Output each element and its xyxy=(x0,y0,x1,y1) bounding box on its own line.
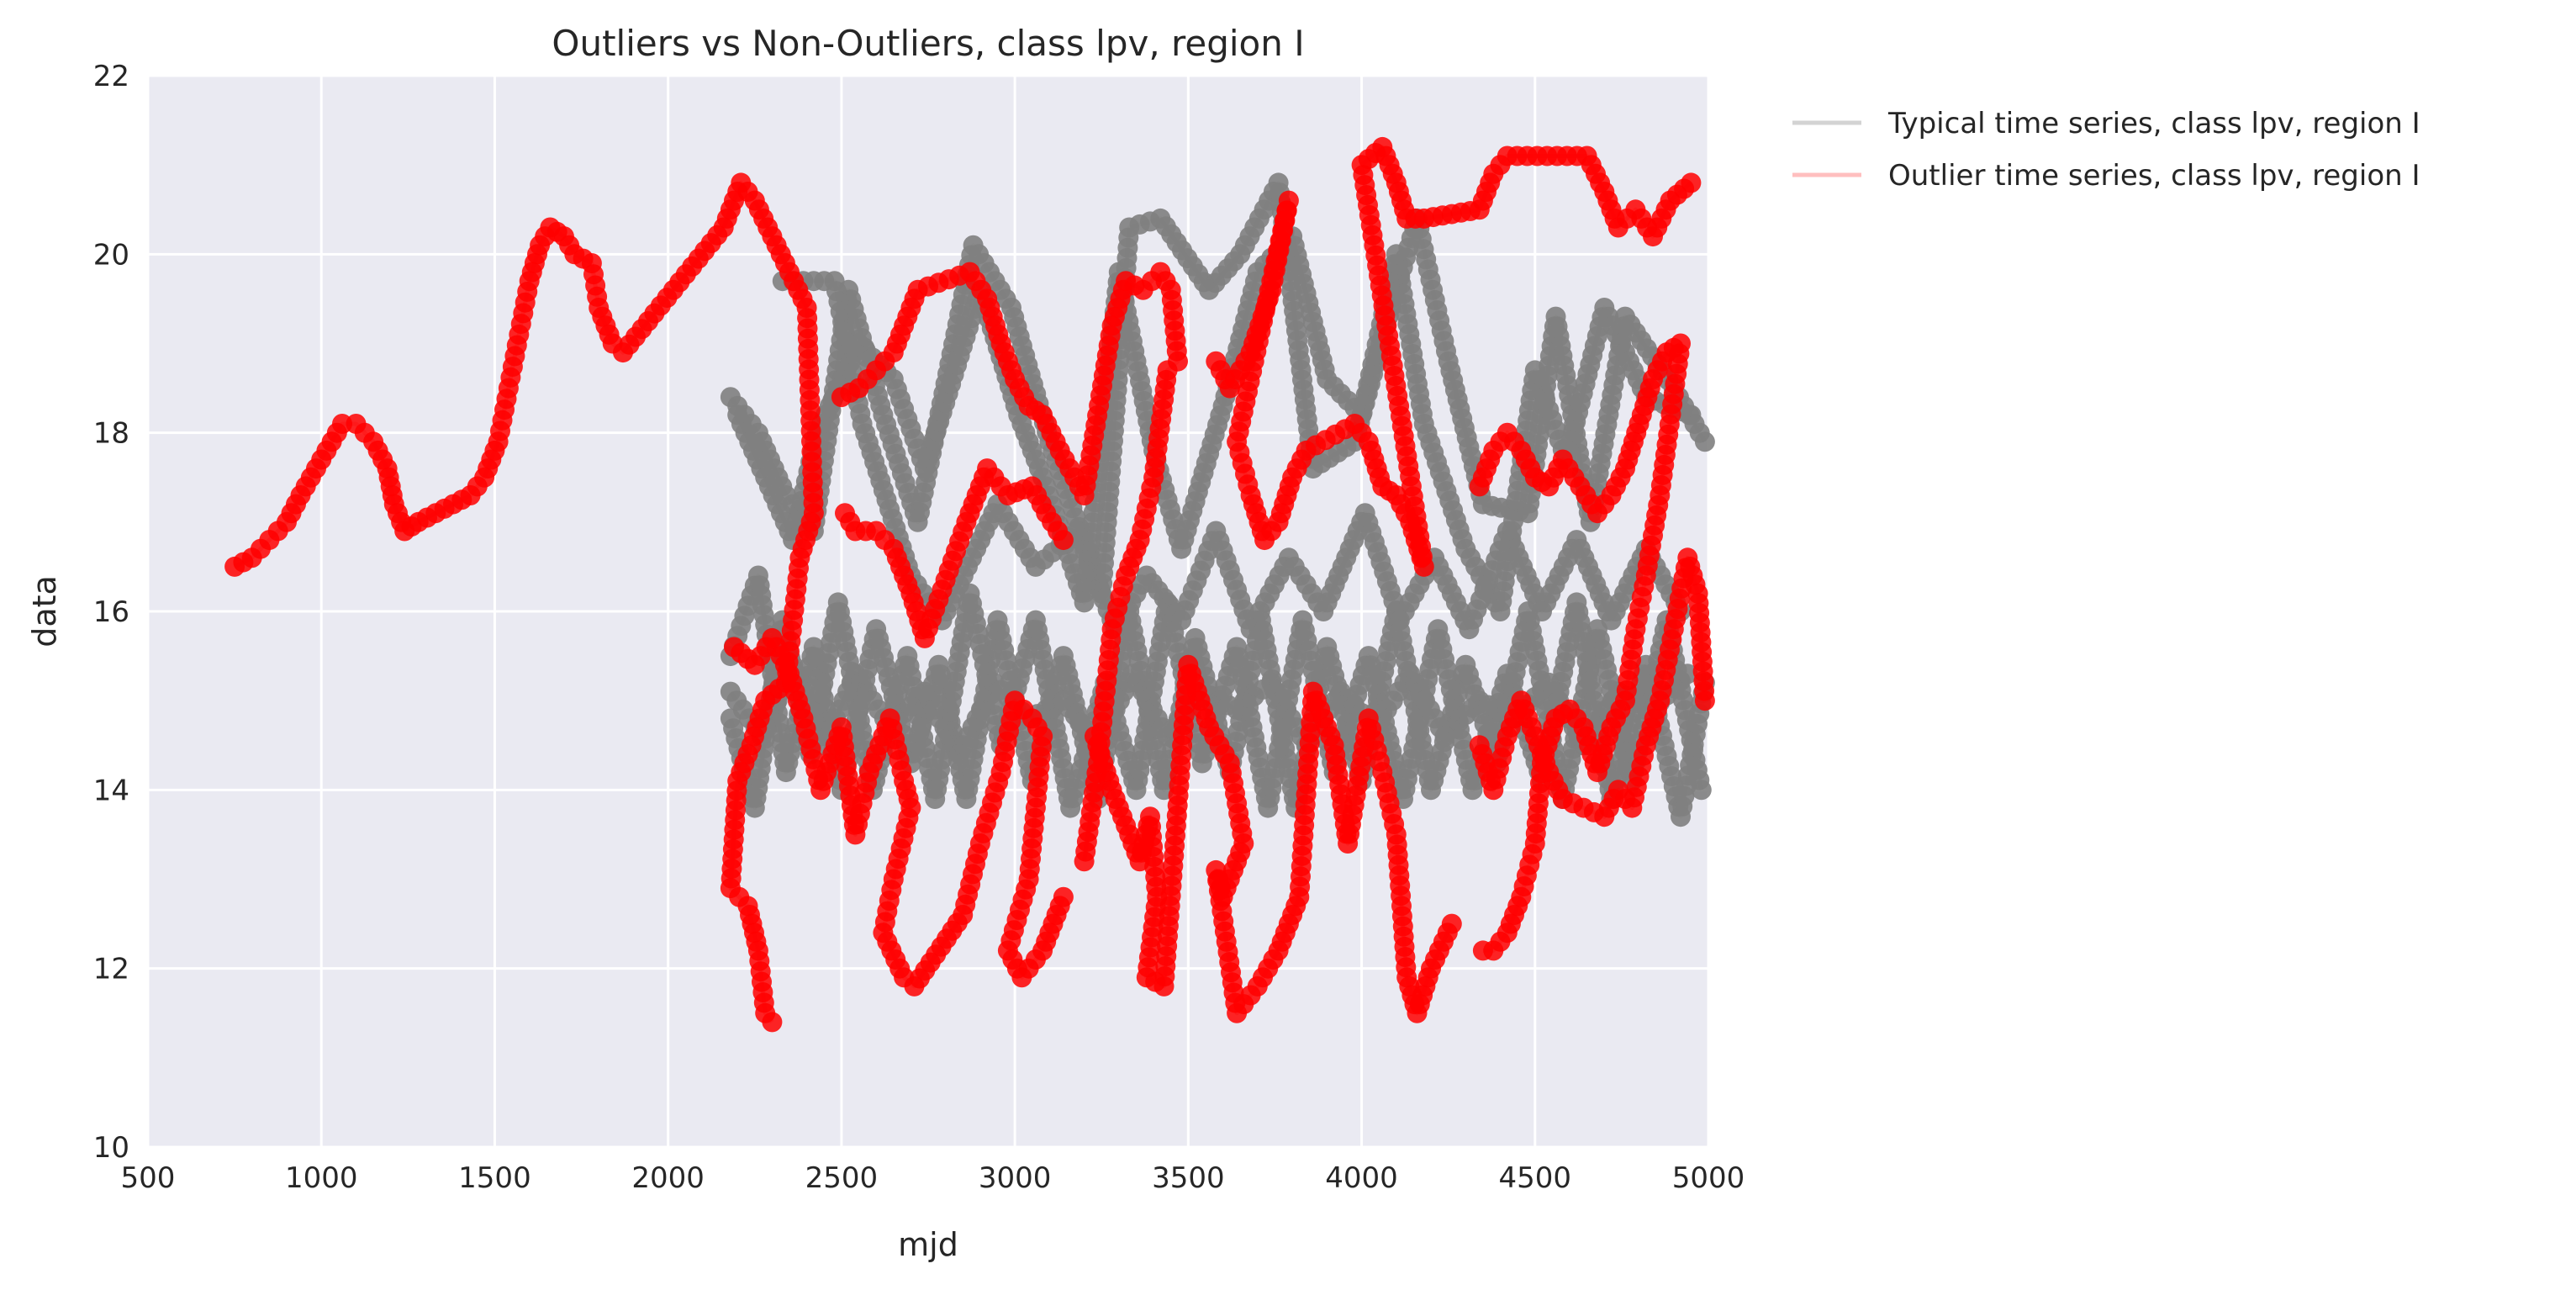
x-tick-label: 1000 xyxy=(285,1161,358,1195)
x-tick-label: 3000 xyxy=(979,1161,1052,1195)
x-tick-label: 3500 xyxy=(1152,1161,1225,1195)
y-tick-label: 22 xyxy=(93,60,129,93)
typical-data-point xyxy=(1677,664,1698,685)
y-tick-label: 14 xyxy=(93,774,129,807)
x-tick-label: 1500 xyxy=(458,1161,531,1195)
outlier-data-point xyxy=(1694,690,1715,711)
outlier-data-point xyxy=(1472,940,1493,961)
x-tick-label: 4500 xyxy=(1499,1161,1572,1195)
outlier-data-point xyxy=(1053,886,1074,907)
x-tick-label: 2500 xyxy=(805,1161,879,1195)
x-tick-label: 5000 xyxy=(1672,1161,1745,1195)
y-tick-label: 10 xyxy=(93,1131,129,1165)
typical-data-point xyxy=(1681,404,1702,426)
chart-title: Outliers vs Non-Outliers, class lpv, reg… xyxy=(552,23,1304,64)
x-tick-label: 4000 xyxy=(1325,1161,1398,1195)
outlier-data-point xyxy=(1441,913,1462,934)
y-tick-label: 20 xyxy=(93,238,129,272)
y-tick-labels: 10 12 14 16 18 20 22 xyxy=(93,60,129,1165)
x-tick-label: 2000 xyxy=(631,1161,705,1195)
y-tick-label: 16 xyxy=(93,595,129,629)
legend: Typical time series, class lpv, region I… xyxy=(1792,107,2420,193)
typical-data-point xyxy=(1691,780,1712,801)
outlier-data-point xyxy=(332,414,352,434)
outlier-data-point xyxy=(1681,172,1702,193)
x-axis-label: mjd xyxy=(898,1226,958,1263)
x-tick-label: 500 xyxy=(121,1161,176,1195)
series-outlier xyxy=(224,136,1715,1033)
x-tick-labels: 500 1000 1500 2000 2500 3000 3500 4000 4500 5000 xyxy=(121,1161,1745,1195)
outlier-data-point xyxy=(1053,530,1074,551)
y-tick-label: 18 xyxy=(93,417,129,451)
legend-label-typical: Typical time series, class lpv, region I xyxy=(1887,107,2420,140)
outlier-data-point xyxy=(762,1012,783,1033)
y-axis-label: data xyxy=(26,575,63,648)
y-tick-label: 12 xyxy=(93,953,129,986)
outlier-data-point xyxy=(1074,851,1095,872)
typical-data-point xyxy=(1694,431,1715,452)
legend-label-outlier: Outlier time series, class lpv, region I xyxy=(1888,159,2420,193)
